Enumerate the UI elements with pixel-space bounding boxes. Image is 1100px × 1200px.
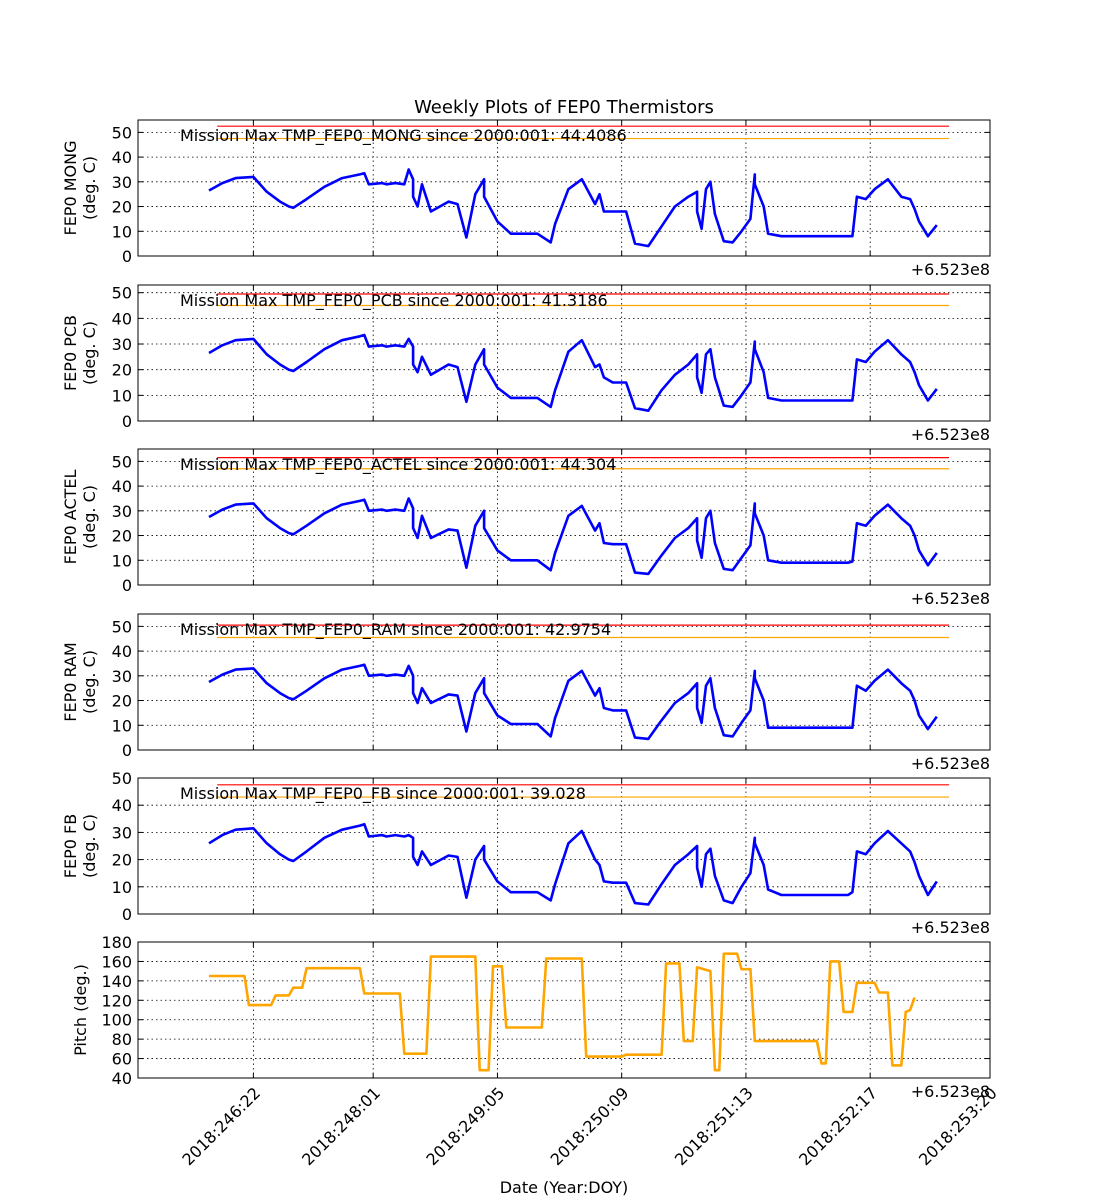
y-axis-label-line: FEP0 FB — [61, 814, 80, 878]
x-offset-label: +6.523e8 — [911, 754, 990, 773]
panel-frame — [137, 613, 991, 751]
y-tick-label: 30 — [112, 502, 132, 521]
y-tick-label: 100 — [101, 1011, 132, 1030]
panel-frame — [137, 777, 991, 915]
y-tick-label: 30 — [112, 823, 132, 842]
y-axis-label-line: FEP0 PCB — [61, 315, 80, 391]
y-axis-label-line: FEP0 MONG — [61, 141, 80, 236]
y-tick-label: 10 — [112, 386, 132, 405]
series-line — [208, 663, 938, 741]
y-tick-label: 180 — [101, 933, 132, 952]
y-tick-label: 50 — [112, 452, 132, 471]
y-tick-label: 40 — [112, 1069, 132, 1088]
y-tick-label: 10 — [112, 551, 132, 570]
panel-frame — [137, 448, 991, 586]
mission-max-annotation: Mission Max TMP_FEP0_ACTEL since 2000:00… — [180, 455, 616, 475]
series-line — [209, 952, 916, 1072]
panel-2: 0 10 20 30 40 50 Mission Max TMP_FEP0_ACTEL si… — [61, 448, 991, 608]
y-axis-label-line: (deg. C) — [80, 321, 99, 385]
y-tick-label: 30 — [112, 335, 132, 354]
y-axis-label-line: (deg. C) — [80, 814, 99, 878]
panel-frame — [137, 941, 991, 1079]
panel-3: 0 10 20 30 40 50 Mission Max TMP_FEP0_RAM sinc… — [61, 613, 991, 773]
y-tick-label: 0 — [122, 741, 132, 760]
y-tick-label: 20 — [112, 527, 132, 546]
mission-max-annotation: Mission Max TMP_FEP0_PCB since 2000:001:… — [180, 291, 608, 311]
x-tick-label: 2018:248:01 — [298, 1083, 384, 1169]
y-axis-label: FEP0 FB(deg. C) — [61, 814, 99, 878]
x-tick-label: 2018:250:09 — [547, 1083, 633, 1169]
y-axis-label: FEP0 ACTEL(deg. C) — [61, 469, 99, 564]
y-tick-label: 20 — [112, 692, 132, 711]
y-tick-label: 20 — [112, 198, 132, 217]
y-tick-label: 50 — [112, 123, 132, 142]
y-tick-label: 140 — [101, 972, 132, 991]
y-tick-label: 20 — [112, 361, 132, 380]
y-tick-label: 0 — [122, 905, 132, 924]
y-tick-label: 40 — [112, 477, 132, 496]
y-tick-label: 40 — [112, 309, 132, 328]
y-tick-label: 50 — [112, 769, 132, 788]
y-tick-label: 30 — [112, 173, 132, 192]
y-axis-label-line: Pitch (deg.) — [71, 964, 90, 1056]
x-offset-label: +6.523e8 — [911, 589, 990, 608]
mission-max-annotation: Mission Max TMP_FEP0_RAM since 2000:001:… — [180, 620, 611, 640]
y-axis-label-line: (deg. C) — [80, 650, 99, 714]
y-axis-label: FEP0 RAM(deg. C) — [61, 642, 99, 721]
panel-frame — [137, 119, 991, 257]
y-axis-label: FEP0 MONG(deg. C) — [61, 141, 99, 236]
chart-title: Weekly Plots of FEP0 Thermistors — [414, 97, 714, 118]
x-tick-label: 2018:246:22 — [178, 1083, 264, 1169]
x-tick-label: 2018:249:05 — [422, 1083, 508, 1169]
series-line — [208, 333, 938, 413]
y-tick-label: 120 — [101, 991, 132, 1010]
x-offset-label: +6.523e8 — [911, 1082, 990, 1101]
y-tick-label: 160 — [101, 952, 132, 971]
x-axis-label: Date (Year:DOY) — [500, 1178, 629, 1197]
panel-frame — [137, 284, 991, 422]
y-tick-label: 60 — [112, 1050, 132, 1069]
x-tick-label: 2018:251:13 — [671, 1083, 757, 1169]
series-line — [208, 497, 938, 576]
y-tick-label: 40 — [112, 642, 132, 661]
y-tick-label: 20 — [112, 851, 132, 870]
x-offset-label: +6.523e8 — [911, 425, 990, 444]
panel-0: 0 10 20 30 40 50 Mission Max TMP_FEP0_MONG sin… — [61, 119, 991, 279]
y-tick-label: 10 — [112, 878, 132, 897]
y-tick-label: 10 — [112, 222, 132, 241]
y-tick-label: 0 — [122, 247, 132, 266]
x-tick-label: 2018:252:17 — [795, 1083, 881, 1169]
y-tick-label: 0 — [122, 576, 132, 595]
y-tick-label: 50 — [112, 284, 132, 303]
y-axis-label: Pitch (deg.) — [71, 964, 90, 1056]
y-tick-label: 10 — [112, 716, 132, 735]
y-tick-label: 0 — [122, 412, 132, 431]
mission-max-annotation: Mission Max TMP_FEP0_MONG since 2000:001… — [180, 126, 627, 146]
y-axis-label-line: (deg. C) — [80, 156, 99, 220]
panel-4: 0 10 20 30 40 50 Mission Max TMP_FEP0_FB since… — [61, 769, 991, 937]
y-axis-label-line: (deg. C) — [80, 485, 99, 549]
y-tick-label: 30 — [112, 667, 132, 686]
y-tick-label: 40 — [112, 148, 132, 167]
y-tick-label: 50 — [112, 617, 132, 636]
y-tick-label: 80 — [112, 1030, 132, 1049]
x-offset-label: +6.523e8 — [911, 918, 990, 937]
panel-1: 0 10 20 30 40 50 Mission Max TMP_FEP0_PCB sinc… — [61, 284, 991, 444]
series-line — [208, 168, 938, 248]
y-axis-label: FEP0 PCB(deg. C) — [61, 315, 99, 391]
y-axis-label-line: FEP0 ACTEL — [61, 469, 80, 564]
y-tick-label: 40 — [112, 796, 132, 815]
mission-max-annotation: Mission Max TMP_FEP0_FB since 2000:001: … — [180, 784, 586, 804]
y-axis-label-line: FEP0 RAM — [61, 642, 80, 721]
x-offset-label: +6.523e8 — [911, 260, 990, 279]
panels: 0 10 20 30 40 50 Mission Max TMP_FEP0_MONG sin… — [61, 119, 1001, 1169]
series-line — [208, 822, 938, 906]
